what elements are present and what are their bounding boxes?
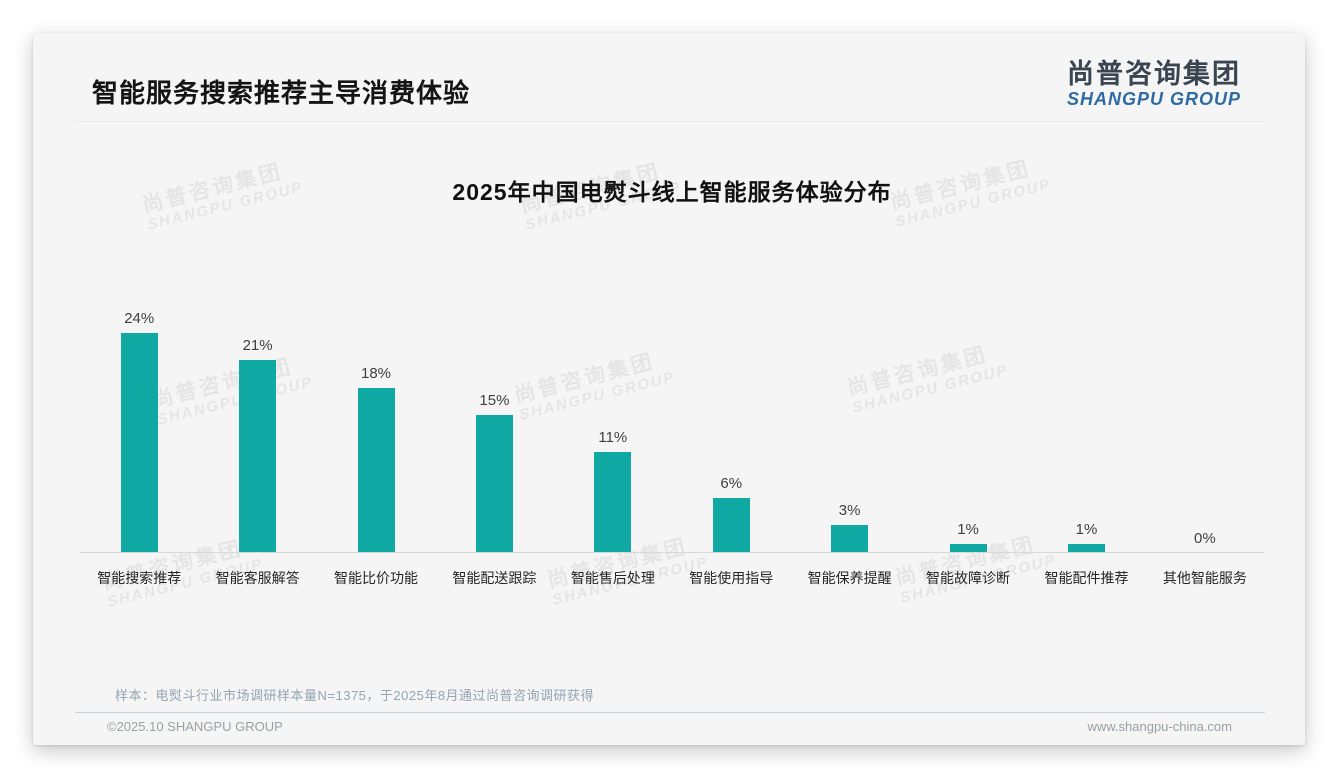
category-label: 智能售后处理: [570, 570, 655, 586]
bar-value-label: 3%: [838, 502, 861, 519]
bar-value-label: 24%: [124, 310, 155, 327]
bar-column: 3%: [790, 253, 908, 553]
bar: [120, 333, 158, 553]
bar: [239, 360, 277, 553]
header-divider: [75, 121, 1265, 122]
bar-column: 1%: [909, 253, 1027, 553]
bar-column: 24%: [80, 253, 198, 553]
category-label: 智能故障诊断: [926, 570, 1011, 586]
bar-value-label: 0%: [1194, 530, 1216, 547]
logo-english-name: SHANGPU GROUP: [1066, 89, 1241, 109]
x-axis-line: [80, 552, 1264, 553]
category-label: 智能配送跟踪: [452, 570, 537, 586]
bar: [357, 388, 395, 553]
category-label: 智能客服解答: [215, 570, 300, 586]
bar-column: 0%: [1146, 253, 1264, 553]
bar-column: 6%: [672, 253, 790, 553]
bar: [475, 415, 513, 553]
bar: [712, 498, 750, 553]
category-labels: 智能搜索推荐 智能客服解答 智能比价功能 智能配送跟踪 智能售后处理 智能使用指导 智能保养…: [80, 569, 1264, 587]
category-label: 其他智能服务: [1162, 570, 1247, 586]
sample-note: 样本：电熨斗行业市场调研样本量N=1375，于2025年8月通过尚普咨询调研获得: [115, 688, 595, 703]
bar-value-label: 15%: [479, 392, 510, 409]
bar-column: 11%: [554, 253, 672, 553]
bar: [949, 544, 987, 553]
category-label: 智能使用指导: [689, 570, 774, 586]
category-label: 智能配件推荐: [1044, 570, 1129, 586]
bar: [1067, 544, 1105, 553]
bar-value-label: 11%: [598, 429, 628, 446]
company-logo: 尚普咨询集团 SHANGPU GROUP: [1067, 59, 1241, 110]
category-label: 智能比价功能: [334, 570, 419, 586]
category-label: 智能搜索推荐: [97, 570, 182, 586]
website-text: www.shangpu-china.com: [1087, 719, 1232, 734]
copyright-text: ©2025.10 SHANGPU GROUP: [107, 719, 283, 734]
bar-column: 15%: [435, 253, 553, 553]
bar: [831, 525, 869, 553]
bar-column: 21%: [198, 253, 316, 553]
footer-divider: [75, 712, 1265, 713]
bar-value-label: 6%: [720, 475, 743, 492]
bar-value-label: 1%: [957, 521, 979, 538]
bar-value-label: 1%: [1075, 521, 1098, 538]
bar-value-label: 18%: [361, 365, 392, 382]
slide-card: 尚普咨询集团 SHANGPU GROUP 尚普咨询集团 SHANGPU GROUP 尚普…: [33, 33, 1305, 745]
bar: [594, 452, 632, 553]
bar-columns: 24% 21% 18% 15% 11% 6% 3% 1% 1% 0%: [80, 253, 1264, 553]
bar-chart: 2025年中国电熨斗线上智能服务体验分布 24% 21% 18% 15% 11% 6% 3%…: [33, 33, 1305, 745]
bar-column: 1%: [1027, 253, 1145, 553]
page-title: 智能服务搜索推荐主导消费体验: [92, 78, 471, 108]
chart-title: 2025年中国电熨斗线上智能服务体验分布: [452, 179, 892, 205]
category-label: 智能保养提醒: [807, 570, 892, 586]
logo-chinese-name: 尚普咨询集团: [1066, 59, 1241, 89]
bar-column: 18%: [317, 253, 435, 553]
bar-value-label: 21%: [242, 337, 273, 354]
